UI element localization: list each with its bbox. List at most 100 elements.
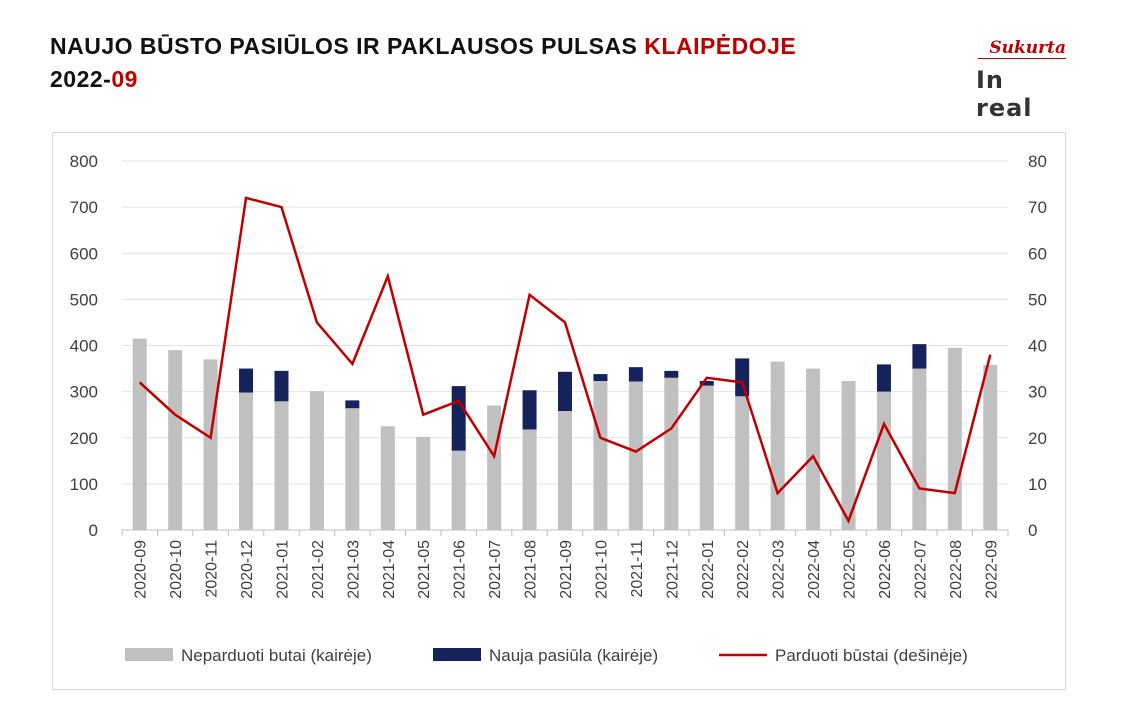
bar-unsold — [132, 338, 147, 530]
bar-new-offer — [451, 386, 466, 451]
bar-unsold — [239, 392, 254, 530]
x-tick-label: 2020-11 — [204, 540, 221, 598]
bar-unsold — [487, 405, 502, 530]
legend-item: Parduoti būstai (dešinėje) — [719, 646, 968, 665]
legend: Neparduoti butai (kairėje) Nauja pasiūla … — [125, 646, 968, 665]
bar-unsold — [345, 408, 360, 530]
y-left-tick-label: 800 — [70, 152, 98, 171]
bar-new-offer — [876, 364, 891, 392]
chart-panel: 0 100 200 300 400 500 600 700 800 0 10 20 30 40 50 60 7… — [52, 132, 1066, 690]
x-axis: 2020-09 2020-10 2020-11 2020-12 2021-01 2021-… — [121, 530, 1009, 599]
logo-divider — [978, 58, 1066, 59]
y-left-tick-label: 200 — [70, 429, 98, 448]
bar-new-offer — [239, 368, 254, 393]
subtitle-main: 2022- — [50, 66, 112, 92]
bar-unsold — [664, 377, 679, 530]
bar-unsold — [451, 450, 466, 530]
x-tick-label: 2021-11 — [629, 540, 646, 598]
gridlines — [122, 160, 1008, 531]
y-left-tick-label: 700 — [70, 198, 98, 217]
y-left-tick-label: 0 — [89, 521, 98, 540]
y-left-tick-label: 600 — [70, 244, 98, 263]
bar-unsold — [168, 350, 183, 530]
bar-new-offer — [628, 367, 643, 382]
y-right-tick-label: 40 — [1028, 337, 1047, 356]
bar-unsold — [912, 368, 927, 530]
line-marks — [138, 196, 992, 524]
bar-new-offer — [593, 374, 608, 382]
legend-item: Neparduoti butai (kairėje) — [125, 646, 372, 665]
y-right-tick-label: 80 — [1028, 152, 1047, 171]
y-right-tick-label: 30 — [1028, 383, 1047, 402]
y-right-tick-label: 0 — [1028, 521, 1037, 540]
bar-new-offer — [558, 371, 572, 411]
title-accent: KLAIPĖDOJE — [644, 33, 797, 59]
x-tick-label: 2022-06 — [877, 540, 894, 599]
legend-swatch — [433, 648, 481, 661]
y-left-tick-label: 100 — [70, 475, 98, 494]
x-tick-label: 2021-05 — [416, 540, 433, 599]
x-tick-label: 2021-06 — [452, 540, 469, 599]
bar-new-offer — [735, 358, 750, 397]
y-right-tick-label: 20 — [1028, 429, 1047, 448]
bar-unsold — [522, 429, 537, 530]
y-axis-left: 0 100 200 300 400 500 600 700 800 — [70, 152, 98, 540]
bar-unsold — [309, 391, 324, 530]
y-left-tick-label: 500 — [70, 290, 98, 309]
x-tick-label: 2022-07 — [912, 540, 929, 599]
x-tick-label: 2022-01 — [700, 540, 717, 599]
bar-new-offer — [345, 400, 360, 409]
x-tick-label: 2021-12 — [664, 540, 681, 599]
x-tick-label: 2020-10 — [168, 540, 185, 599]
y-left-tick-label: 300 — [70, 383, 98, 402]
bar-unsold — [203, 359, 218, 530]
legend-label: Parduoti būstai (dešinėje) — [775, 646, 968, 665]
bar-marks — [132, 338, 998, 530]
x-tick-label: 2020-12 — [239, 540, 256, 599]
bar-unsold — [735, 396, 750, 530]
x-tick-label: 2022-08 — [948, 540, 965, 599]
y-right-tick-label: 50 — [1028, 290, 1047, 309]
bar-unsold — [947, 347, 962, 530]
x-tick-label: 2021-07 — [487, 540, 504, 599]
bar-unsold — [274, 401, 289, 530]
x-tick-label: 2021-02 — [310, 540, 327, 599]
bar-new-offer — [274, 370, 289, 402]
y-right-tick-label: 10 — [1028, 475, 1047, 494]
y-left-tick-label: 400 — [70, 337, 98, 356]
bar-unsold — [841, 381, 856, 530]
x-tick-label: 2022-03 — [771, 540, 788, 599]
brand-logo: Sukurta In real — [976, 38, 1066, 122]
subtitle-accent: 09 — [111, 66, 138, 92]
bar-unsold — [593, 381, 608, 530]
bar-new-offer — [664, 370, 679, 378]
x-tick-label: 2021-01 — [274, 540, 291, 599]
logo-top-text: Sukurta — [989, 38, 1066, 58]
y-right-tick-label: 60 — [1028, 244, 1047, 263]
chart-title: NAUJO BŪSTO PASIŪLOS IR PAKLAUSOS PULSAS… — [50, 30, 796, 63]
chart-svg: 0 100 200 300 400 500 600 700 800 0 10 20 30 40 50 60 7… — [70, 152, 1047, 665]
legend-item: Nauja pasiūla (kairėje) — [433, 646, 658, 665]
x-tick-label: 2020-09 — [133, 540, 150, 599]
chart-subtitle: 2022-09 — [50, 63, 796, 96]
x-tick-label: 2022-04 — [806, 540, 823, 599]
bar-new-offer — [699, 381, 714, 386]
x-tick-label: 2022-05 — [842, 540, 859, 599]
x-tick-label: 2022-02 — [735, 540, 752, 599]
chart-header: NAUJO BŪSTO PASIŪLOS IR PAKLAUSOS PULSAS… — [50, 30, 796, 96]
bar-unsold — [380, 426, 395, 530]
title-main: NAUJO BŪSTO PASIŪLOS IR PAKLAUSOS PULSAS — [50, 33, 645, 59]
x-tick-label: 2021-10 — [593, 540, 610, 599]
x-tick-label: 2021-08 — [523, 540, 540, 599]
y-right-tick-label: 70 — [1028, 198, 1047, 217]
bar-unsold — [416, 436, 431, 530]
bar-unsold — [628, 381, 643, 530]
bar-unsold — [806, 368, 821, 530]
x-tick-label: 2021-03 — [345, 540, 362, 599]
x-tick-label: 2021-09 — [558, 540, 575, 599]
x-tick-label: 2021-04 — [381, 540, 398, 599]
legend-label: Nauja pasiūla (kairėje) — [489, 646, 658, 665]
line-sold — [138, 196, 992, 524]
bar-unsold — [699, 385, 714, 530]
legend-label: Neparduoti butai (kairėje) — [181, 646, 372, 665]
